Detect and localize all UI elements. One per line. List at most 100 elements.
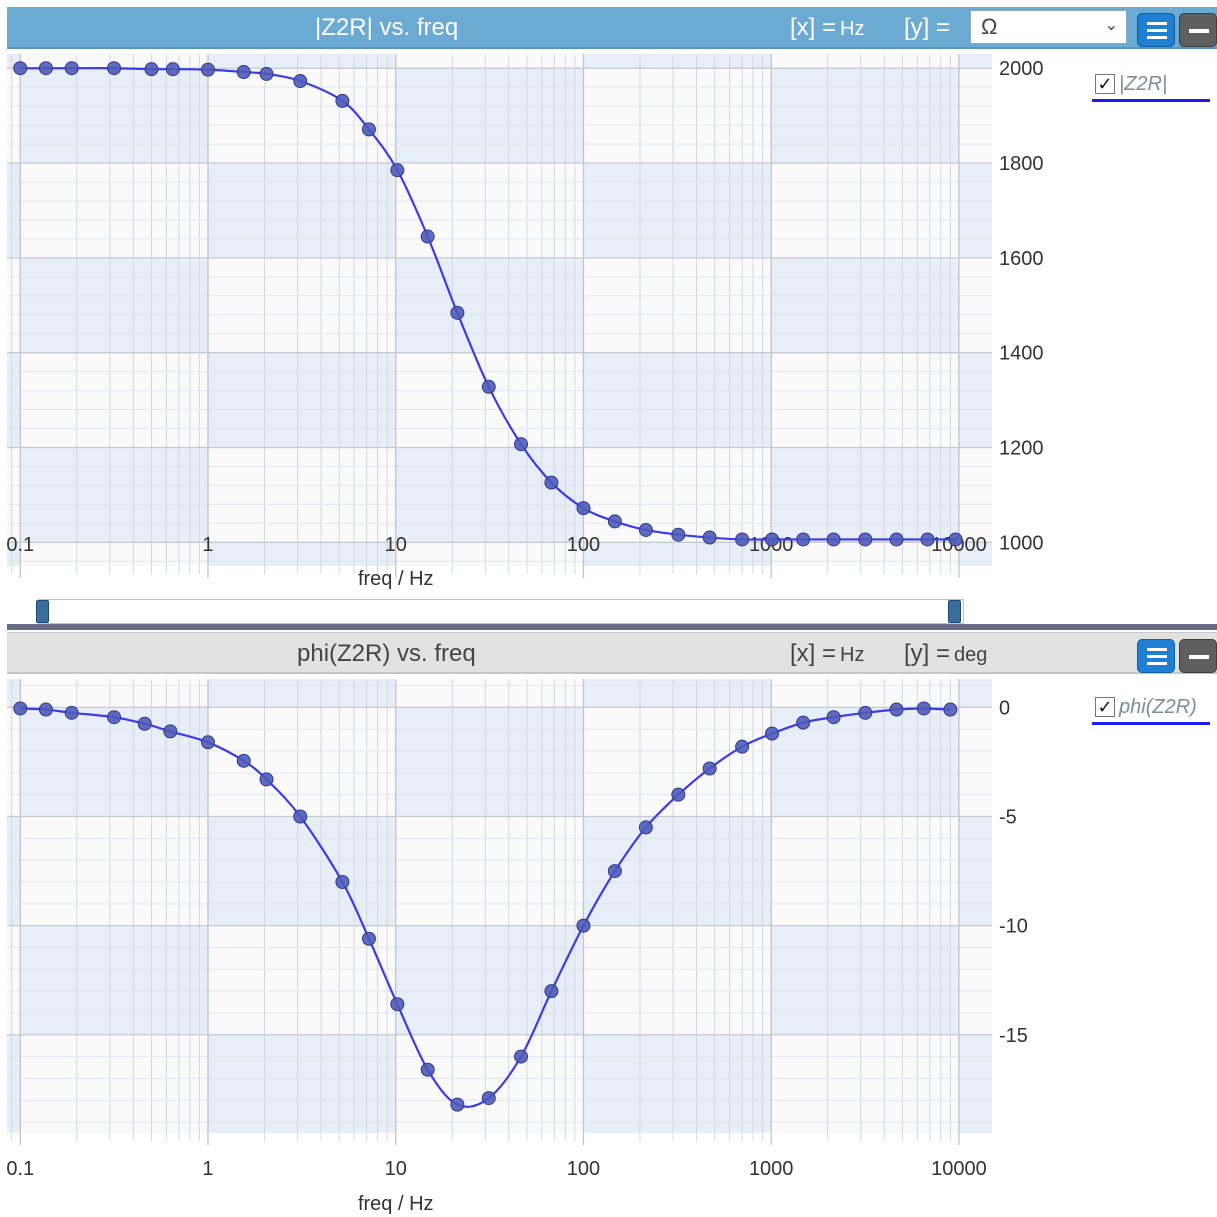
data-point[interactable] (920, 532, 935, 547)
data-point[interactable] (858, 705, 873, 720)
data-point[interactable] (13, 61, 28, 76)
data-point[interactable] (671, 527, 686, 542)
data-point[interactable] (450, 305, 465, 320)
data-point[interactable] (144, 62, 159, 77)
data-point[interactable] (702, 761, 717, 776)
data-point[interactable] (916, 701, 931, 716)
data-point[interactable] (38, 702, 53, 717)
plot-band (583, 925, 772, 1035)
plot-band (7, 68, 21, 164)
plot-band (583, 257, 772, 353)
data-point[interactable] (293, 809, 308, 824)
data-point[interactable] (107, 710, 122, 725)
top-menu-button[interactable] (1137, 13, 1175, 47)
plot-band (771, 925, 959, 1035)
check-icon[interactable]: ✓ (1095, 697, 1115, 717)
data-point[interactable] (13, 701, 28, 716)
data-point[interactable] (544, 475, 559, 490)
bottom-chart[interactable]: 0.1 1 10 100 1000 10000 0 -5 -10 -15 freq / Hz (7, 676, 1095, 1217)
data-point[interactable] (293, 74, 308, 89)
data-point[interactable] (607, 514, 622, 529)
data-point[interactable] (335, 874, 350, 889)
data-point[interactable] (735, 532, 750, 547)
data-point[interactable] (514, 1049, 529, 1064)
y-tick-label: 1800 (999, 153, 1044, 175)
plot-band (395, 257, 584, 353)
data-point[interactable] (765, 726, 780, 741)
data-point[interactable] (514, 437, 529, 452)
panel-separator[interactable] (7, 624, 1217, 630)
plot-band (7, 542, 21, 566)
data-point[interactable] (638, 820, 653, 835)
data-point[interactable] (638, 522, 653, 537)
data-point[interactable] (200, 62, 215, 77)
bottom-minimize-button[interactable] (1179, 639, 1217, 673)
data-point[interactable] (64, 61, 79, 76)
data-point[interactable] (450, 1097, 465, 1112)
data-point[interactable] (390, 997, 405, 1012)
hamburger-icon (1147, 22, 1167, 25)
data-point[interactable] (107, 61, 122, 76)
data-point[interactable] (165, 62, 180, 77)
y-unit-select[interactable]: Ω ⌄ (970, 10, 1127, 44)
y-tick-label: 1400 (999, 343, 1044, 365)
data-point[interactable] (948, 532, 963, 547)
data-point[interactable] (420, 229, 435, 244)
data-point[interactable] (64, 705, 79, 720)
range-slider[interactable] (36, 599, 964, 624)
plot-band (958, 542, 992, 566)
data-point[interactable] (200, 735, 215, 750)
top-minimize-button[interactable] (1179, 13, 1217, 47)
data-point[interactable] (420, 1062, 435, 1077)
data-point[interactable] (889, 532, 904, 547)
data-point[interactable] (390, 163, 405, 178)
data-point[interactable] (544, 984, 559, 999)
data-point[interactable] (889, 702, 904, 717)
data-point[interactable] (259, 772, 274, 787)
data-point[interactable] (607, 864, 622, 879)
data-point[interactable] (481, 1091, 496, 1106)
bottom-legend[interactable]: ✓ phi(Z2R) (1092, 692, 1210, 726)
data-point[interactable] (163, 724, 178, 739)
data-point[interactable] (361, 122, 376, 137)
range-slider-right-handle[interactable] (948, 600, 961, 623)
top-chart[interactable]: 0.11101001000100001000120014001600180020… (7, 49, 1095, 599)
data-point[interactable] (765, 532, 780, 547)
plot-band (958, 68, 992, 164)
data-point[interactable] (702, 530, 717, 545)
check-icon[interactable]: ✓ (1095, 74, 1115, 94)
data-point[interactable] (236, 65, 251, 80)
data-point[interactable] (796, 532, 811, 547)
data-point[interactable] (259, 66, 274, 81)
minus-icon (1189, 655, 1209, 659)
plot-band (7, 816, 21, 926)
y-tick-label: -10 (999, 916, 1028, 938)
range-slider-left-handle[interactable] (36, 600, 49, 623)
data-point[interactable] (481, 379, 496, 394)
data-point[interactable] (236, 753, 251, 768)
data-point[interactable] (335, 93, 350, 108)
x-tick-label: 10000 (931, 1158, 987, 1180)
data-point[interactable] (38, 61, 53, 76)
y-tick-label: 1200 (999, 437, 1044, 459)
data-point[interactable] (735, 739, 750, 754)
x-tick-label: 1000 (749, 1158, 794, 1180)
plot-band (20, 352, 208, 448)
data-point[interactable] (826, 532, 841, 547)
data-point[interactable] (361, 931, 376, 946)
data-point[interactable] (858, 532, 873, 547)
top-legend[interactable]: ✓ |Z2R| (1092, 69, 1210, 103)
y-unit-select-value: Ω (981, 14, 998, 39)
y-tick-label: 1600 (999, 248, 1044, 270)
bottom-menu-button[interactable] (1137, 639, 1175, 673)
data-point[interactable] (796, 715, 811, 730)
data-point[interactable] (137, 716, 152, 731)
data-point[interactable] (576, 918, 591, 933)
data-point[interactable] (943, 702, 958, 717)
data-point[interactable] (826, 710, 841, 725)
data-point[interactable] (671, 787, 686, 802)
data-point[interactable] (576, 501, 591, 516)
plot-band (207, 163, 396, 258)
bottom-legend-line (1092, 722, 1210, 725)
top-panel-header: |Z2R| vs. freq [x] = Hz [y] = Ω ⌄ (7, 7, 1217, 49)
